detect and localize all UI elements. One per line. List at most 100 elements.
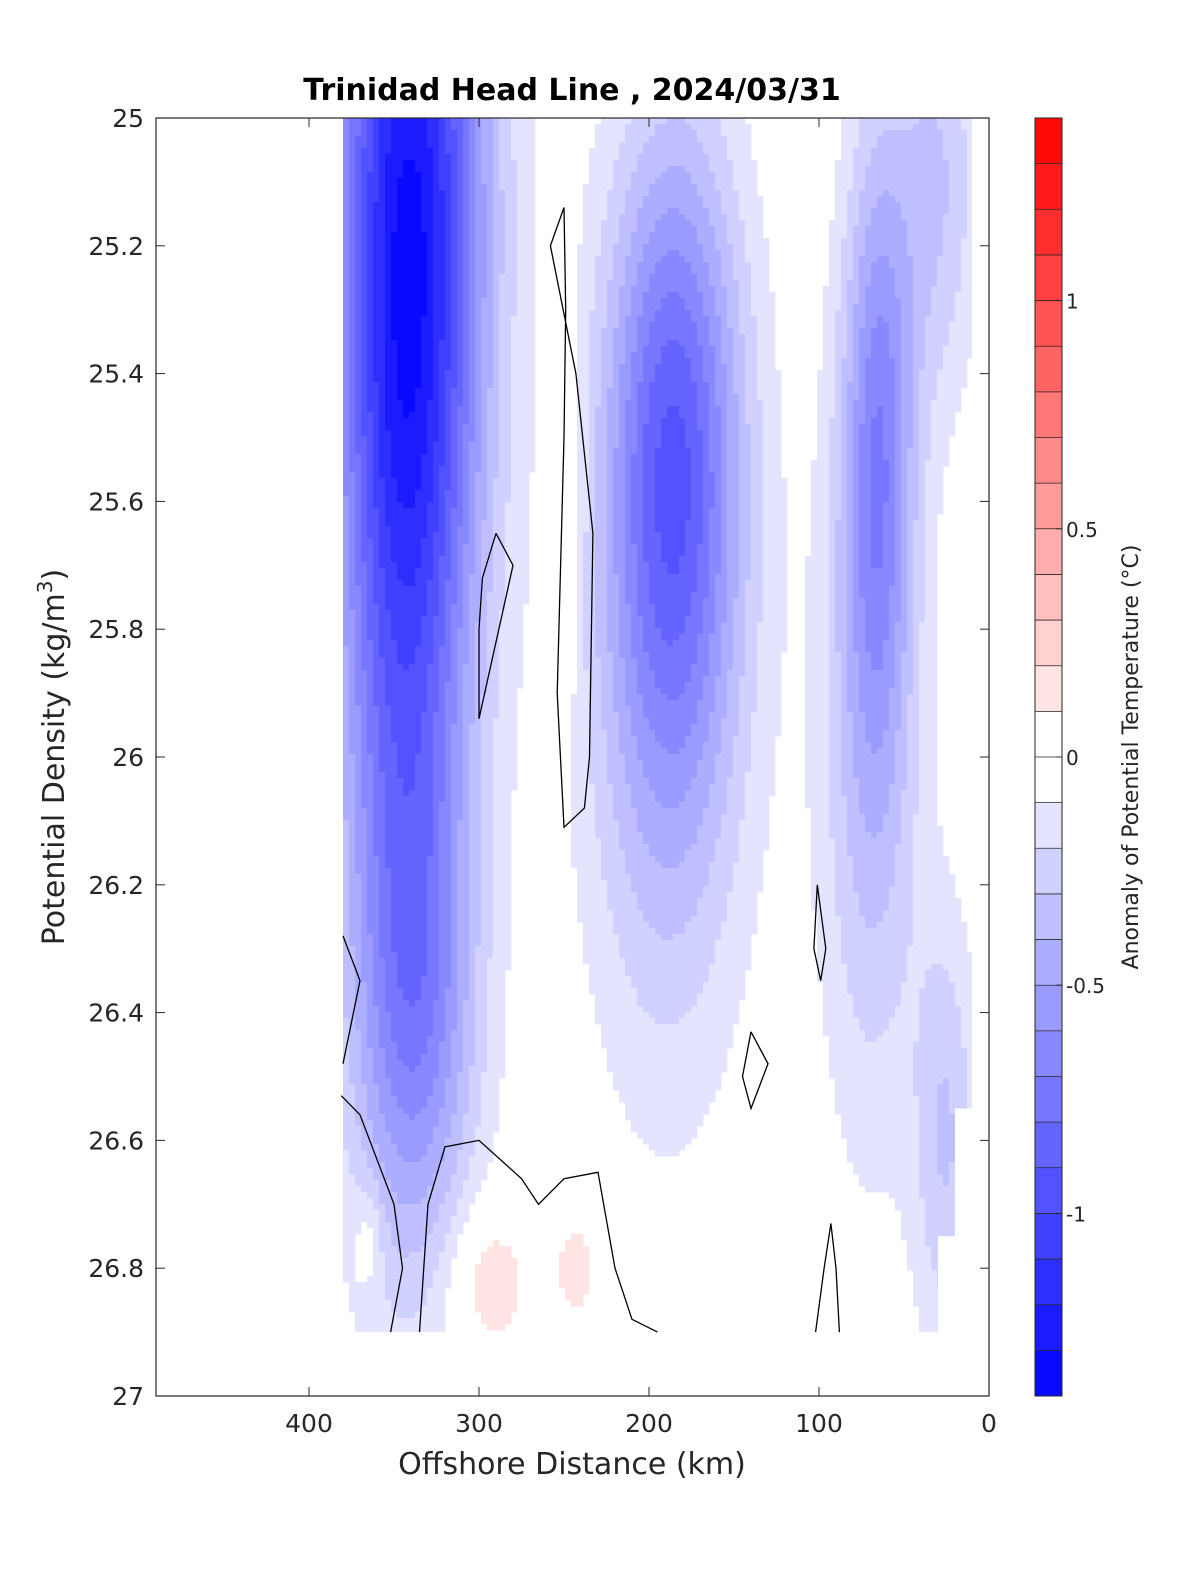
field-cell [751, 376, 758, 383]
field-cell [493, 346, 500, 353]
field-cell [691, 244, 698, 251]
field-cell [889, 292, 896, 299]
field-cell [733, 364, 740, 371]
field-cell [661, 172, 668, 179]
field-cell [913, 328, 920, 335]
field-cell [445, 442, 452, 449]
field-cell [853, 400, 860, 407]
field-cell [895, 358, 902, 365]
field-cell [913, 442, 920, 449]
field-cell [391, 412, 398, 419]
field-cell [367, 424, 374, 431]
field-cell [583, 442, 590, 449]
field-cell [469, 208, 476, 215]
field-cell [625, 418, 632, 425]
field-cell [721, 172, 728, 179]
field-cell [463, 358, 470, 365]
field-cell [523, 448, 530, 455]
field-cell [907, 358, 914, 365]
field-cell [847, 388, 854, 395]
field-cell [679, 292, 686, 299]
field-cell [517, 358, 524, 365]
field-cell [655, 124, 662, 131]
field-cell [355, 382, 362, 389]
field-cell [889, 316, 896, 323]
field-cell [403, 394, 410, 401]
field-cell [421, 286, 428, 293]
field-cell [499, 190, 506, 197]
field-cell [481, 220, 488, 227]
field-cell [721, 178, 728, 185]
field-cell [391, 286, 398, 293]
field-cell [427, 418, 434, 425]
field-cell [481, 334, 488, 341]
field-cell [835, 370, 842, 377]
field-cell [655, 364, 662, 371]
field-cell [913, 214, 920, 221]
field-cell [583, 376, 590, 383]
field-cell [769, 370, 776, 377]
field-cell [403, 310, 410, 317]
field-cell [937, 364, 944, 371]
field-cell [349, 364, 356, 371]
field-cell [631, 184, 638, 191]
field-cell [523, 160, 530, 167]
field-cell [679, 250, 686, 257]
field-cell [631, 142, 638, 149]
field-cell [373, 328, 380, 335]
field-cell [853, 166, 860, 173]
field-cell [505, 214, 512, 221]
field-cell [385, 448, 392, 455]
field-cell [751, 448, 758, 455]
field-cell [823, 304, 830, 311]
field-cell [355, 178, 362, 185]
field-cell [625, 310, 632, 317]
field-cell [931, 118, 938, 125]
field-cell [421, 340, 428, 347]
field-cell [451, 436, 458, 443]
field-cell [943, 118, 950, 125]
field-cell [589, 286, 596, 293]
field-cell [859, 292, 866, 299]
field-cell [859, 166, 866, 173]
field-cell [493, 148, 500, 155]
field-cell [517, 328, 524, 335]
field-cell [391, 220, 398, 227]
field-cell [577, 388, 584, 395]
field-cell [745, 442, 752, 449]
field-cell [841, 160, 848, 167]
field-cell [505, 220, 512, 227]
field-cell [967, 268, 972, 275]
field-cell [487, 316, 494, 323]
field-cell [613, 256, 620, 263]
field-cell [493, 376, 500, 383]
field-cell [457, 448, 464, 455]
field-cell [379, 202, 386, 209]
field-cell [667, 436, 674, 443]
field-cell [835, 358, 842, 365]
field-cell [481, 418, 488, 425]
field-cell [697, 178, 704, 185]
field-cell [697, 388, 704, 395]
field-cell [505, 328, 512, 335]
field-cell [511, 322, 518, 329]
field-cell [619, 304, 626, 311]
field-cell [871, 220, 878, 227]
field-cell [913, 370, 920, 377]
field-cell [673, 118, 680, 125]
field-cell [649, 196, 656, 203]
field-cell [883, 268, 890, 275]
field-cell [931, 358, 938, 365]
field-cell [715, 178, 722, 185]
field-cell [829, 316, 836, 323]
field-cell [469, 160, 476, 167]
field-cell [619, 208, 626, 215]
field-cell [967, 352, 972, 359]
field-cell [367, 202, 374, 209]
field-cell [409, 268, 416, 275]
field-cell [745, 172, 752, 179]
field-cell [583, 460, 590, 467]
field-cell [601, 328, 608, 335]
field-cell [361, 226, 368, 233]
field-cell [523, 202, 530, 209]
